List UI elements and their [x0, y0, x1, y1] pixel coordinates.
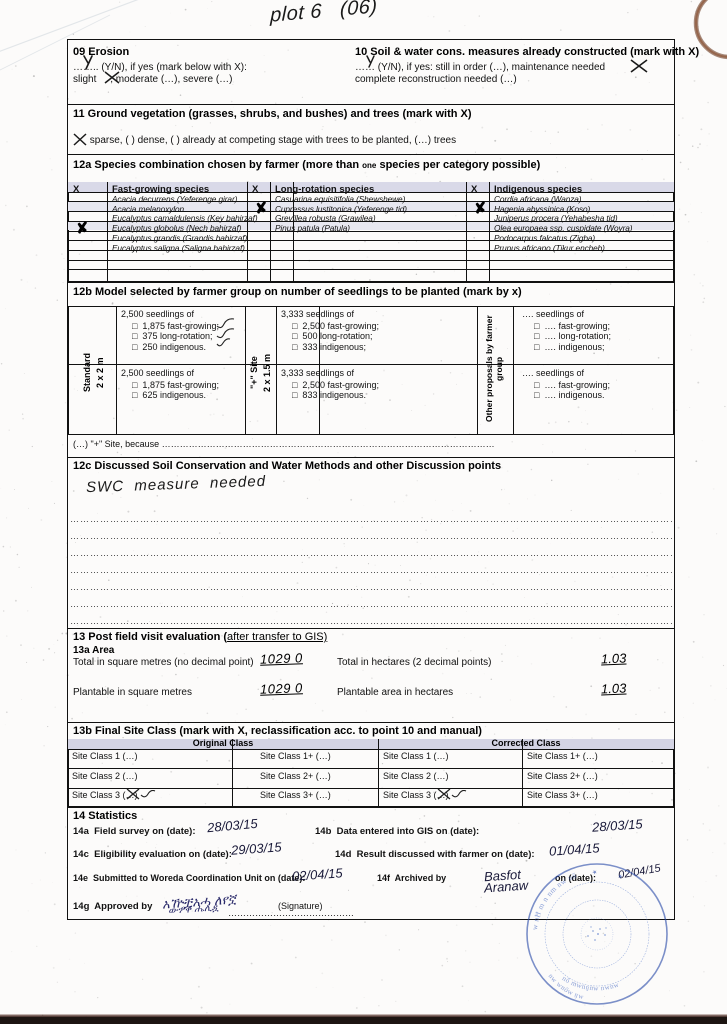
svg-text:★: ★ — [616, 872, 624, 881]
svg-text:★: ★ — [591, 868, 599, 877]
